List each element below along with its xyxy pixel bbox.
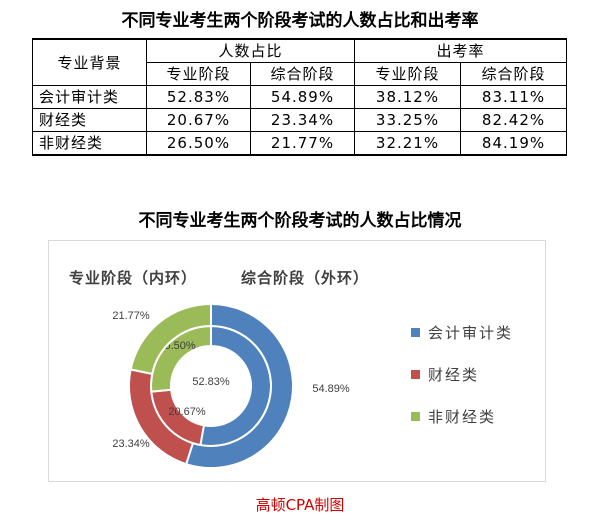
legend-swatch	[411, 327, 420, 337]
legend-item: 财经类	[411, 363, 513, 385]
legend-swatch	[411, 411, 420, 421]
header-share: 人数占比	[145, 38, 356, 63]
outer-ring-caption: 综合阶段（外环）	[241, 269, 370, 287]
table-row: 非财经类 26.50% 21.77% 32.21% 84.19%	[32, 131, 568, 156]
subheader-row: 专业阶段 综合阶段 专业阶段 综合阶段	[33, 62, 568, 86]
subheader-cell: 综合阶段	[460, 62, 568, 86]
row-name: 会计审计类	[32, 85, 147, 109]
table-cell: 32.21%	[354, 131, 462, 156]
legend-label: 财经类	[428, 365, 480, 384]
data-table: 专业背景 人数占比 出考率 专业阶段 综合阶段 专业阶段 综合阶段 会计审计类 …	[32, 38, 568, 156]
legend-swatch	[411, 369, 420, 379]
watermark: 高顿CPA制图	[255, 496, 345, 514]
outer-ring-data-label: 54.89%	[312, 383, 350, 395]
legend-item: 非财经类	[411, 405, 513, 427]
outer-ring-data-label: 21.77%	[112, 310, 150, 322]
subheader-cell: 专业阶段	[146, 62, 251, 86]
table-cell: 33.25%	[354, 108, 462, 132]
table-cell: 23.34%	[249, 108, 356, 132]
legend: 会计审计类 财经类 非财经类	[411, 321, 513, 447]
row-name: 非财经类	[32, 131, 147, 156]
legend-label: 非财经类	[428, 407, 497, 426]
chart-title: 不同专业考生两个阶段考试的人数占比情况	[138, 211, 462, 231]
table-row: 财经类 20.67% 23.34% 33.25% 82.42%	[32, 108, 568, 132]
header-row: 专业背景 人数占比 出考率	[32, 38, 568, 86]
subheader-cell: 综合阶段	[249, 62, 356, 86]
table-cell: 26.50%	[146, 131, 251, 156]
table-title: 不同专业考生两个阶段考试的人数占比和出考率	[121, 11, 479, 31]
table-cell: 84.19%	[460, 131, 568, 156]
legend-label: 会计审计类	[428, 323, 514, 342]
table-cell: 52.83%	[146, 85, 251, 109]
table-cell: 82.42%	[460, 108, 568, 132]
inner-ring-caption: 专业阶段（内环）	[69, 269, 198, 287]
inner-ring-data-label: 52.83%	[192, 376, 230, 388]
inner-ring-data-label: 20.67%	[168, 406, 206, 418]
table-cell: 54.89%	[249, 85, 356, 109]
outer-ring-slice	[184, 302, 294, 469]
table-row: 会计审计类 52.83% 54.89% 38.12% 83.11%	[32, 85, 568, 109]
table-cell: 38.12%	[354, 85, 462, 109]
outer-ring-data-label: 23.34%	[112, 438, 150, 450]
table-cell: 83.11%	[460, 85, 568, 109]
legend-item: 会计审计类	[411, 321, 513, 343]
header-rate: 出考率	[354, 38, 568, 63]
table-cell: 21.77%	[249, 131, 356, 156]
chart-area: 专业阶段（内环） 综合阶段（外环） 52.83% 20.67% 26.50% 54.8…	[48, 240, 546, 482]
header-background: 专业背景	[32, 38, 147, 86]
subheader-cell: 专业阶段	[354, 62, 462, 86]
outer-ring-slice	[129, 302, 212, 376]
row-name: 财经类	[32, 108, 147, 132]
donut-chart: 52.83%20.67%26.50%54.89%23.34%21.77%	[112, 302, 350, 469]
table-cell: 20.67%	[146, 108, 251, 132]
